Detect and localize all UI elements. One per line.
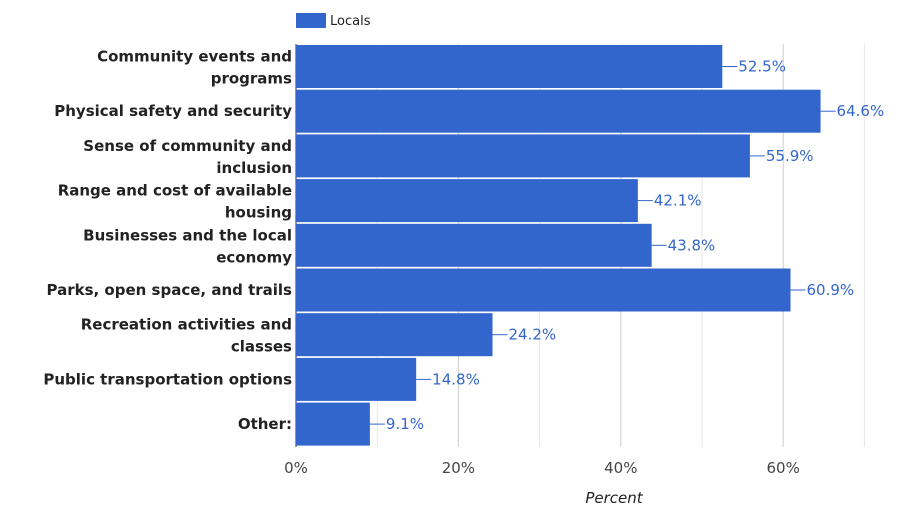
- value-label: 14.8%: [432, 370, 480, 388]
- category-label: classes: [231, 338, 292, 356]
- value-label: 42.1%: [654, 192, 702, 210]
- leader-lines: [369, 66, 836, 425]
- category-label: Recreation activities and: [81, 316, 292, 334]
- value-label: 60.9%: [807, 281, 855, 299]
- bar[interactable]: [296, 313, 493, 357]
- bar[interactable]: [296, 45, 723, 88]
- category-label: Range and cost of available: [58, 182, 292, 200]
- x-tick-label: 60%: [767, 459, 800, 477]
- category-label: Community events and: [97, 48, 292, 66]
- category-label: Parks, open space, and trails: [47, 281, 293, 299]
- value-label: 24.2%: [509, 326, 557, 344]
- value-labels: 52.5% 64.6% 55.9% 42.1% 43.8% 60.9% 24.2% 14.8%…: [386, 58, 884, 434]
- x-axis-title: Percent: [585, 489, 643, 507]
- category-label: economy: [216, 248, 292, 266]
- bars: [296, 45, 821, 446]
- x-tick-label: 0%: [284, 459, 308, 477]
- bar[interactable]: [296, 357, 417, 401]
- value-label: 43.8%: [668, 236, 716, 254]
- bar[interactable]: [296, 179, 638, 223]
- value-label: 52.5%: [738, 58, 786, 76]
- bar[interactable]: [296, 268, 791, 312]
- category-label: Physical safety and security: [54, 102, 292, 120]
- value-label: 9.1%: [386, 415, 424, 433]
- category-label: housing: [225, 204, 292, 222]
- value-label: 55.9%: [766, 147, 814, 165]
- category-label: Sense of community and: [83, 137, 292, 155]
- category-label: programs: [211, 70, 292, 88]
- category-labels: Community events and programs Physical saf…: [43, 48, 292, 434]
- bar[interactable]: [296, 223, 652, 267]
- bar[interactable]: [296, 89, 821, 133]
- x-tick-labels: 0% 20% 40% 60%: [284, 459, 800, 477]
- legend-label: Locals: [330, 14, 371, 29]
- legend[interactable]: Locals: [296, 13, 371, 29]
- bar[interactable]: [296, 134, 750, 178]
- category-label: Other:: [238, 415, 292, 433]
- bar[interactable]: [296, 402, 370, 446]
- category-label: Businesses and the local: [83, 226, 292, 244]
- value-label: 64.6%: [837, 102, 885, 120]
- x-tick-label: 20%: [442, 459, 475, 477]
- legend-swatch: [296, 13, 326, 28]
- category-label: Public transportation options: [43, 370, 292, 388]
- x-tick-label: 40%: [604, 459, 637, 477]
- category-label: inclusion: [216, 159, 292, 177]
